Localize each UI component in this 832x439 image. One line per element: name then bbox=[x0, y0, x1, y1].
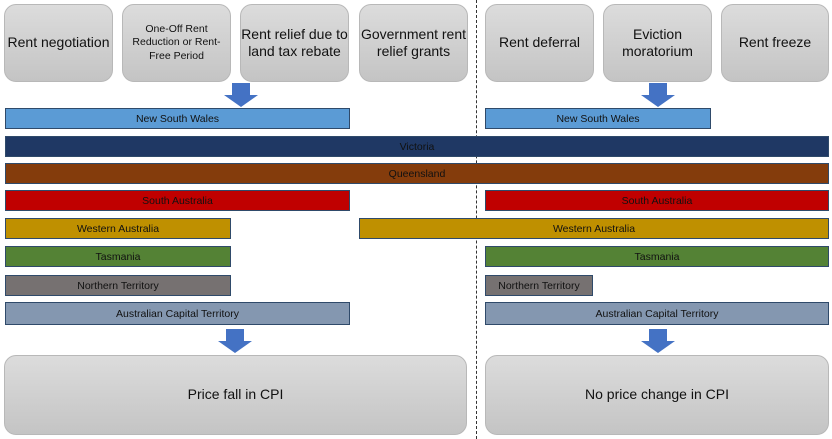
measure-government-grants: Government rent relief grants bbox=[359, 4, 468, 82]
bar-wa-right: Western Australia bbox=[359, 218, 829, 239]
measure-rent-negotiation: Rent negotiation bbox=[4, 4, 113, 82]
bar-tas-left: Tasmania bbox=[5, 246, 231, 267]
bar-tas-right: Tasmania bbox=[485, 246, 829, 267]
outcome-no-price-change: No price change in CPI bbox=[485, 355, 829, 435]
measure-one-off-rent-reduction: One-Off Rent Reduction or Rent-Free Peri… bbox=[122, 4, 231, 82]
bar-nsw-left: New South Wales bbox=[5, 108, 350, 129]
bar-sa-right: South Australia bbox=[485, 190, 829, 211]
bar-queensland: Queensland bbox=[5, 163, 829, 184]
bar-wa-left: Western Australia bbox=[5, 218, 231, 239]
outcome-price-fall: Price fall in CPI bbox=[4, 355, 467, 435]
measure-eviction-moratorium: Eviction moratorium bbox=[603, 4, 712, 82]
measure-land-tax-rebate: Rent relief due to land tax rebate bbox=[240, 4, 349, 82]
bar-act-right: Australian Capital Territory bbox=[485, 302, 829, 325]
measure-rent-deferral: Rent deferral bbox=[485, 4, 594, 82]
bar-act-left: Australian Capital Territory bbox=[5, 302, 350, 325]
bar-victoria: Victoria bbox=[5, 136, 829, 157]
measure-rent-freeze: Rent freeze bbox=[721, 4, 829, 82]
bar-sa-left: South Australia bbox=[5, 190, 350, 211]
bar-nt-left: Northern Territory bbox=[5, 275, 231, 296]
bar-nsw-right: New South Wales bbox=[485, 108, 711, 129]
bar-nt-right: Northern Territory bbox=[485, 275, 593, 296]
